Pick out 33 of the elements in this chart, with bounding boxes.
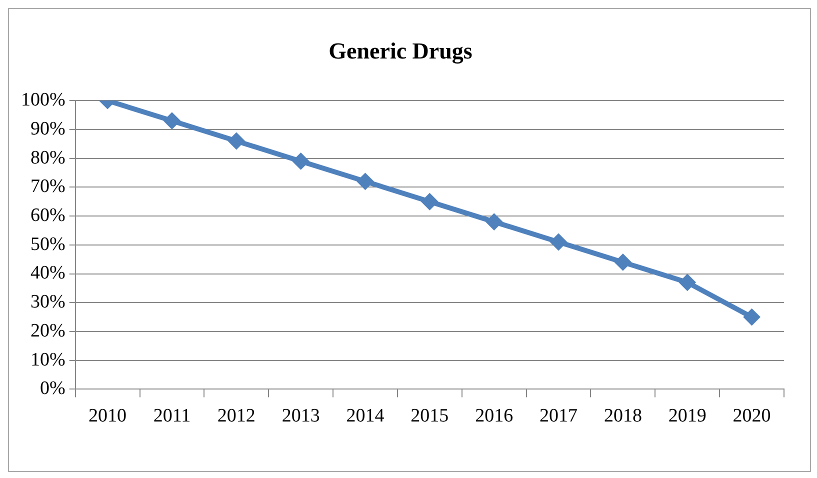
point: [550, 234, 568, 251]
x-tick-label: 2018: [604, 406, 642, 427]
x-tick-label: 2011: [153, 406, 191, 427]
x-tick-label: 2014: [346, 406, 385, 427]
point: [163, 112, 180, 130]
point: [228, 132, 245, 150]
point: [486, 213, 503, 230]
point: [678, 274, 696, 291]
y-tick-label: 40%: [30, 262, 66, 284]
x-tick-label: 2015: [410, 406, 449, 427]
y-tick-label: 60%: [30, 205, 66, 226]
point: [614, 254, 632, 271]
x-tick-label: 2010: [88, 406, 127, 427]
y-tick-label: 10%: [30, 349, 66, 370]
y-tick-label: 100%: [21, 90, 66, 111]
chart-title: Generic Drugs: [328, 38, 472, 65]
y-tick-label: 30%: [30, 292, 66, 313]
y-tick-label: 90%: [30, 118, 66, 140]
point: [421, 193, 438, 210]
y-tick-label: 20%: [30, 320, 66, 342]
x-tick-label: 2019: [668, 406, 706, 427]
x-tick-label: 2020: [732, 406, 771, 427]
y-tick-label: 70%: [30, 176, 66, 198]
x-tick-label: 2013: [282, 406, 320, 427]
point: [743, 308, 760, 326]
y-tick-label: 50%: [30, 234, 66, 255]
y-tick-label: 0%: [40, 378, 66, 400]
point: [356, 172, 374, 190]
x-tick-label: 2016: [475, 406, 514, 427]
x-tick-label: 2017: [540, 406, 578, 427]
point: [292, 152, 310, 170]
x-tick-label: 2012: [217, 406, 256, 427]
y-tick-label: 80%: [30, 147, 66, 168]
